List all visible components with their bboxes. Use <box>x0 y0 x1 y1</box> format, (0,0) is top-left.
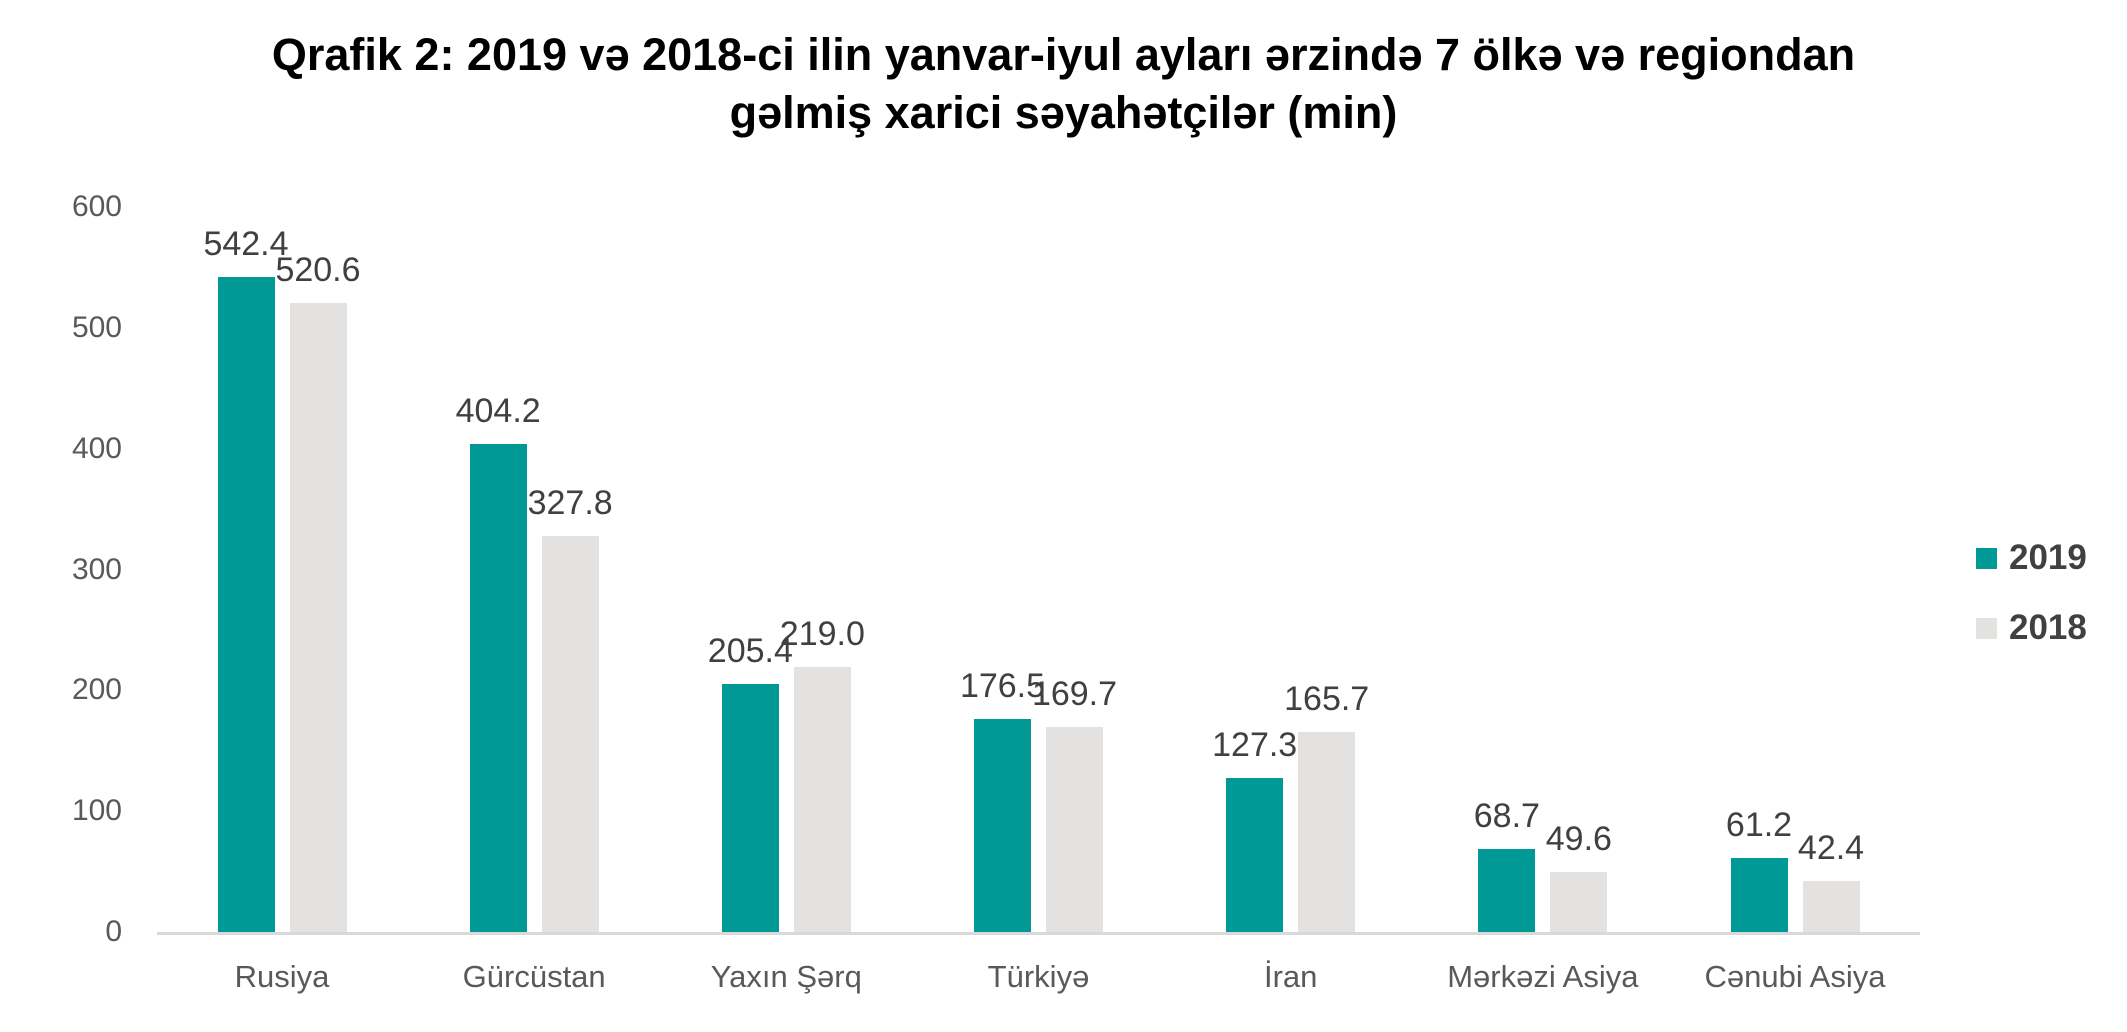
bar-2018-Türkiyə <box>1046 726 1103 932</box>
value-label-2019-Cənubi Asiya: 61.2 <box>1725 806 1793 845</box>
value-label-2018-Türkiyə: 169.7 <box>1031 674 1118 713</box>
value-label-2018-Gürcüstan: 327.8 <box>527 483 613 522</box>
bar-2019-Türkiyə <box>974 718 1031 932</box>
y-axis-tick-label: 200 <box>71 673 122 707</box>
legend-label-2019: 2019 <box>2009 538 2087 577</box>
legend-swatch-2018-icon <box>1976 617 1997 639</box>
legend-swatch-2019-icon <box>1976 547 1997 569</box>
chart-title: Qrafik 2: 2019 və 2018-ci ilin yanvar-iy… <box>0 26 2127 142</box>
bar-2019-Rusiya <box>217 276 275 932</box>
value-label-2019-Türkiyə: 176.5 <box>959 666 1046 705</box>
value-label-2019-Yaxın Şərq: 205.4 <box>707 631 793 670</box>
x-axis-category-label: Mərkəzi Asiya <box>1447 959 1639 994</box>
x-axis-line <box>157 932 1920 935</box>
bar-2019-Yaxın Şərq <box>721 683 779 932</box>
value-label-2018-Cənubi Asiya: 42.4 <box>1797 828 1865 867</box>
bar-2018-Mərkəzi Asiya <box>1550 872 1608 932</box>
value-label-2019-Mərkəzi Asiya: 68.7 <box>1473 796 1540 835</box>
bar-2018-Gürcüstan <box>541 535 599 932</box>
x-axis-category-label: Gürcüstan <box>462 959 606 994</box>
value-label-2018-Mərkəzi Asiya: 49.6 <box>1545 820 1612 859</box>
x-axis-category-label: Türkiyə <box>987 959 1090 994</box>
value-label-2019-Gürcüstan: 404.2 <box>455 391 541 430</box>
legend-entry-2018: 2018 <box>1976 610 2087 646</box>
bar-2019-Gürcüstan <box>469 443 527 932</box>
bar-2018-Cənubi Asiya <box>1802 880 1860 932</box>
bar-2019-Mərkəzi Asiya <box>1478 848 1536 932</box>
chart-title-line-1: Qrafik 2: 2019 və 2018-ci ilin yanvar-iy… <box>271 29 1856 80</box>
bar-2018-Rusiya <box>289 302 347 932</box>
value-label-2019-Rusiya: 542.4 <box>203 224 289 263</box>
legend-label-2018: 2018 <box>2009 608 2087 647</box>
y-axis-tick-label: 500 <box>71 310 122 344</box>
x-axis-category-label: Yaxın Şərq <box>710 959 862 994</box>
y-axis-tick-label: 600 <box>71 190 122 223</box>
value-label-2019-İran: 127.3 <box>1212 726 1298 765</box>
y-axis-tick-label: 400 <box>71 431 122 465</box>
y-axis-tick-label: 100 <box>71 794 122 828</box>
bar-2019-Cənubi Asiya <box>1730 858 1788 932</box>
legend: 2019 2018 <box>1976 540 2087 680</box>
x-axis-category-label: İran <box>1263 959 1318 994</box>
legend-entry-2019: 2019 <box>1976 540 2087 576</box>
y-axis-tick-label: 300 <box>71 552 122 586</box>
value-label-2018-İran: 165.7 <box>1284 679 1370 718</box>
value-label-2018-Rusiya: 520.6 <box>275 250 361 289</box>
y-axis-tick-label: 0 <box>105 915 122 948</box>
value-label-2018-Yaxın Şərq: 219.0 <box>779 615 865 654</box>
bar-2018-İran <box>1298 731 1356 932</box>
x-axis-category-label: Rusiya <box>234 959 330 994</box>
x-axis-category-label: Cənubi Asiya <box>1704 959 1886 994</box>
bar-2018-Yaxın Şərq <box>793 667 851 932</box>
bar-2019-İran <box>1226 778 1284 932</box>
chart-title-line-2: gəlmiş xarici səyahətçilər (min) <box>729 87 1398 138</box>
